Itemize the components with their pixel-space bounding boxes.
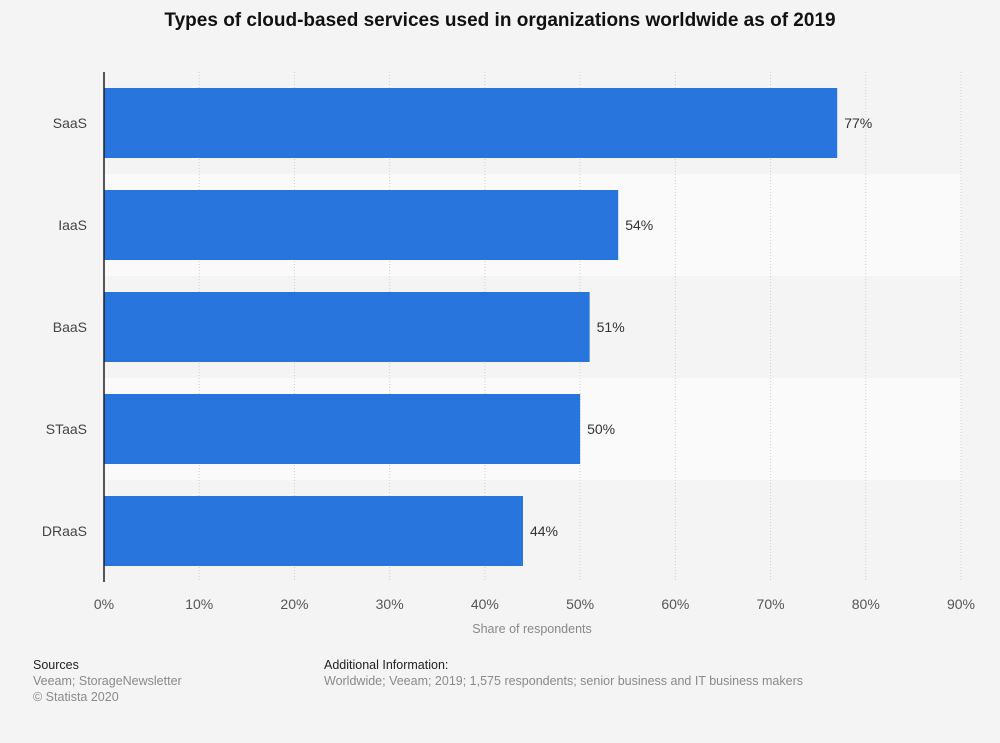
x-tick-label: 20% [280, 596, 308, 612]
x-tick-label: 80% [852, 596, 880, 612]
x-tick-label: 30% [376, 596, 404, 612]
bar [104, 88, 838, 158]
value-label: 54% [625, 217, 653, 233]
x-tick-label: 40% [471, 596, 499, 612]
bar [104, 496, 523, 566]
x-tick-label: 60% [661, 596, 689, 612]
value-label: 44% [530, 523, 558, 539]
sources-line: Veeam; StorageNewsletter [33, 674, 182, 688]
bar [104, 292, 590, 362]
value-label: 51% [597, 319, 625, 335]
additional-info-block: Additional Information: Worldwide; Veeam… [324, 657, 803, 689]
category-label: SaaS [53, 115, 87, 131]
bar [104, 394, 581, 464]
category-label: DRaaS [42, 523, 87, 539]
additional-info-label: Additional Information: [324, 658, 449, 672]
sources-label: Sources [33, 658, 79, 672]
value-label: 77% [844, 115, 872, 131]
category-label: BaaS [53, 319, 87, 335]
x-tick-label: 70% [757, 596, 785, 612]
value-label: 50% [587, 421, 615, 437]
bar [104, 190, 619, 260]
x-tick-label: 50% [566, 596, 594, 612]
x-tick-label: 90% [947, 596, 975, 612]
x-tick-label: 0% [94, 596, 114, 612]
bar-chart: SaaS 77% IaaS 54% BaaS 51% STaaS 50% DRaaS 44% 0% 1… [42, 72, 975, 636]
x-axis-title: Share of respondents [472, 622, 592, 636]
copyright-line: © Statista 2020 [33, 690, 119, 704]
category-label: STaaS [46, 421, 87, 437]
chart-title: Types of cloud-based services used in or… [164, 10, 836, 31]
additional-info-text: Worldwide; Veeam; 2019; 1,575 respondent… [324, 674, 803, 688]
sources-block: Sources Veeam; StorageNewsletter © Stati… [33, 657, 182, 705]
category-label: IaaS [58, 217, 87, 233]
x-tick-label: 10% [185, 596, 213, 612]
